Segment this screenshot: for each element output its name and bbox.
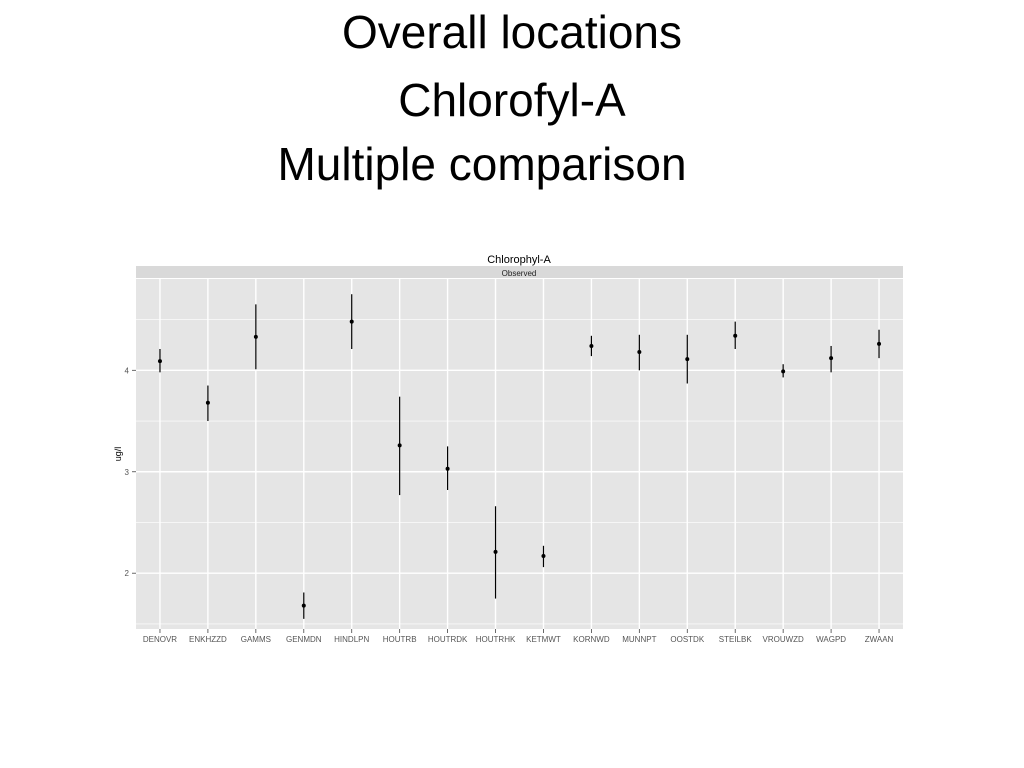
facet-label: Observed: [502, 269, 537, 278]
plot-panel: [136, 279, 903, 629]
y-axis-label: ug/l: [113, 447, 123, 462]
slide-title-line-2: Chlorofyl-A: [398, 74, 626, 126]
data-point: [397, 443, 402, 448]
x-tick-label: MUNNPT: [622, 635, 656, 644]
chart-title: Chlorophyl-A: [487, 254, 551, 266]
data-point: [205, 400, 210, 405]
y-tick-label: 2: [125, 569, 130, 578]
axes: 2 3 4 DENOVR ENKHZZD GAMMS GENMDN HINDLPN HOUTRB…: [125, 366, 894, 644]
y-tick-label: 4: [125, 366, 130, 375]
data-point: [541, 553, 546, 558]
data-point: [157, 359, 162, 364]
x-tick-label: KORNWD: [573, 635, 610, 644]
slide-title-line-1: Overall locations: [341, 6, 683, 58]
data-point: [685, 357, 690, 362]
x-tick-label: HOUTRDK: [428, 635, 468, 644]
facet-strip: [136, 266, 903, 278]
x-tick-label: VROUWZD: [762, 635, 804, 644]
x-tick-label: STEILBK: [719, 635, 753, 644]
data-point: [253, 334, 258, 339]
x-tick-label: OOSTDK: [670, 635, 704, 644]
y-tick-label: 3: [125, 468, 130, 477]
data-point: [829, 356, 834, 361]
data-point: [589, 343, 594, 348]
x-tick-label: HOUTRHK: [476, 635, 516, 644]
error-bars: [157, 294, 882, 619]
x-tick-label: ZWAAN: [865, 635, 894, 644]
x-tick-label: ENKHZZD: [189, 635, 227, 644]
x-tick-label: HINDLPN: [334, 635, 369, 644]
data-point: [301, 603, 306, 608]
data-point: [493, 549, 498, 554]
data-point: [637, 350, 642, 355]
data-point: [733, 333, 738, 338]
data-point: [445, 466, 450, 471]
data-point: [349, 319, 354, 324]
data-point: [877, 341, 882, 346]
x-tick-label: GAMMS: [241, 635, 271, 644]
x-tick-label: KETMWT: [526, 635, 561, 644]
x-tick-label: DENOVR: [143, 635, 177, 644]
x-tick-label: HOUTRB: [383, 635, 417, 644]
x-tick-label: GENMDN: [286, 635, 322, 644]
slide-title-line-3: Multiple comparison: [277, 138, 687, 190]
x-tick-label: WAGPD: [816, 635, 846, 644]
data-point: [781, 369, 786, 374]
